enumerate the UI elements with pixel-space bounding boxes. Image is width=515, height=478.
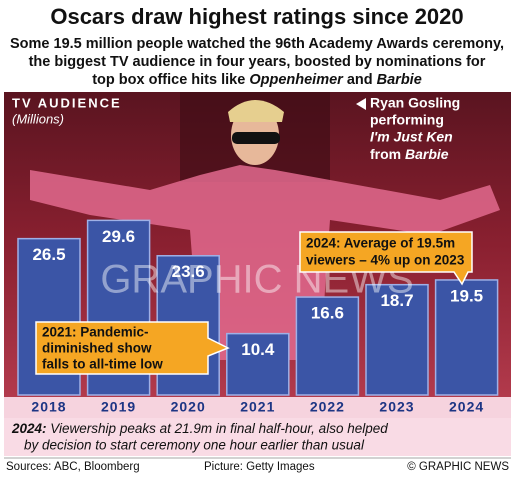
x-tick-label: 2019 [101, 399, 136, 415]
annotation-box [299, 231, 473, 286]
annotation-line: diminished show [42, 341, 152, 356]
subtitle-part: and [343, 72, 377, 88]
annotation-box [35, 321, 230, 375]
bar [434, 279, 499, 396]
note-part: 2024: [11, 421, 47, 436]
value-label: 23.6 [172, 262, 205, 281]
note-line: 2024: Viewership peaks at 21.9m in final… [11, 421, 388, 436]
photo-glasses [232, 132, 280, 144]
value-label: 26.5 [32, 245, 65, 264]
x-tick-label: 2024 [449, 399, 484, 415]
caption-line: I'm Just Ken [370, 129, 453, 145]
value-label: 16.6 [311, 304, 344, 323]
caption-part: Barbie [405, 146, 449, 162]
photo-caption: Ryan Gosling performing I'm Just Ken fro… [356, 95, 460, 162]
value-label: 29.6 [102, 227, 135, 246]
year-band [4, 397, 511, 418]
x-tick-label: 2022 [310, 399, 345, 415]
annotation: 2024: Average of 19.5m viewers – 4% up o… [299, 231, 473, 286]
annotation-line: falls to all-time low [42, 357, 163, 372]
note-line: by decision to start ceremony one hour e… [24, 438, 365, 453]
title: Oscars draw highest ratings since 2020 [50, 4, 463, 29]
annotation: 2021: Pandemic- diminished show falls to… [35, 321, 230, 375]
value-label: 18.7 [380, 291, 413, 310]
x-tick-label: 2020 [171, 399, 206, 415]
caption-part: from [370, 146, 405, 162]
photo-hair [228, 100, 284, 122]
x-tick-label: 2018 [31, 399, 66, 415]
picture-credit: Picture: Getty Images [204, 461, 315, 473]
caption-pointer [356, 98, 366, 110]
annotation-line: viewers – 4% up on 2023 [306, 253, 465, 268]
caption-line: performing [370, 112, 444, 128]
subtitle-part: Barbie [377, 72, 422, 88]
axis-title: TV AUDIENCE [12, 95, 122, 110]
value-label: 19.5 [450, 286, 483, 305]
photo-figure [30, 165, 500, 360]
unit-label: (Millions) [12, 111, 64, 126]
annotation-line: 2021: Pandemic- [42, 325, 149, 340]
subtitle-line: the biggest TV audience in four years, b… [29, 54, 486, 70]
x-axis: 2018 2019 2020 2021 2022 2023 2024 [31, 399, 484, 415]
annotation-line: 2024: Average of 19.5m [306, 236, 455, 251]
x-tick-label: 2023 [379, 399, 414, 415]
caption-line: Ryan Gosling [370, 95, 460, 111]
note-band [4, 418, 511, 456]
note: 2024: Viewership peaks at 21.9m in final… [11, 421, 388, 453]
credit: © GRAPHIC NEWS [407, 461, 509, 473]
bars: 26.5 29.6 23.6 10.4 16.6 18.7 19.5 [17, 219, 499, 396]
subtitle-part: Oppenheimer [249, 72, 344, 88]
bar [365, 283, 429, 396]
bar [295, 296, 360, 396]
sources: Sources: ABC, Bloomberg [6, 461, 140, 473]
value-label: 10.4 [241, 340, 275, 359]
subtitle-line: Some 19.5 million people watched the 96t… [10, 36, 504, 52]
subtitle-line: top box office hits like Oppenheimer and… [92, 72, 422, 88]
x-tick-label: 2021 [240, 399, 275, 415]
note-part: Viewership peaks at 21.9m in final half-… [47, 421, 389, 436]
bar [226, 332, 290, 396]
subtitle: Some 19.5 million people watched the 96t… [10, 36, 504, 88]
caption-line: from Barbie [370, 146, 449, 162]
subtitle-part: top box office hits like [92, 72, 249, 88]
